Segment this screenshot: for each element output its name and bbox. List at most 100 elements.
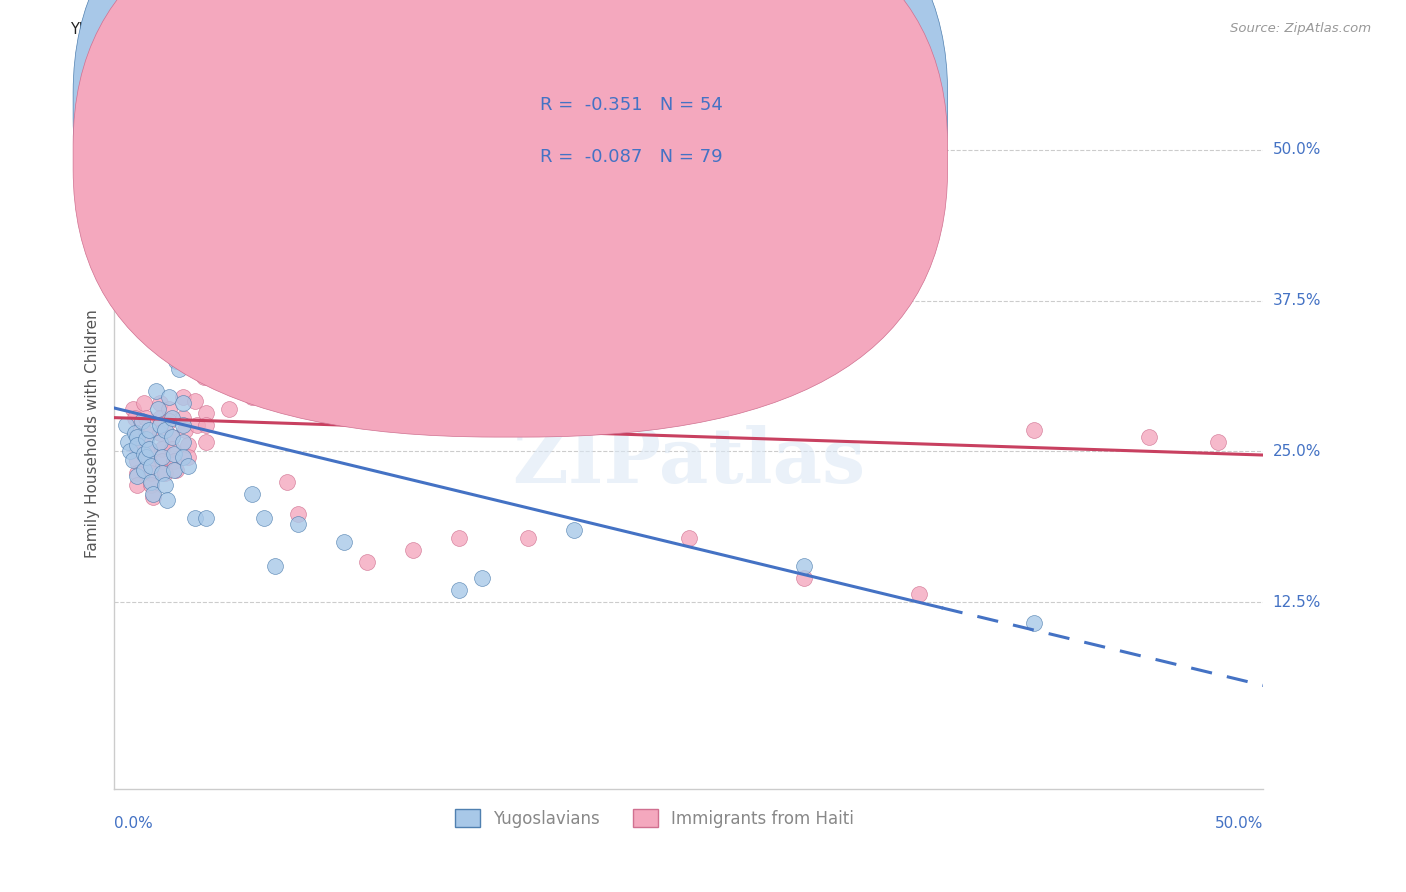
Point <box>402 543 425 558</box>
Point <box>240 486 263 500</box>
Point <box>149 396 172 410</box>
Point <box>172 417 194 432</box>
Point <box>195 510 218 524</box>
Point <box>132 462 155 476</box>
Point <box>516 531 538 545</box>
Point <box>172 410 194 425</box>
Text: R =  -0.087   N = 79: R = -0.087 N = 79 <box>540 148 723 166</box>
Point <box>333 535 356 549</box>
Point <box>138 442 160 456</box>
Point <box>186 276 208 290</box>
Text: YUGOSLAVIAN VS IMMIGRANTS FROM HAITI FAMILY HOUSEHOLDS WITH CHILDREN CORRELATION: YUGOSLAVIAN VS IMMIGRANTS FROM HAITI FAM… <box>70 22 832 37</box>
Point <box>139 475 162 489</box>
Point <box>170 318 193 332</box>
Point <box>149 434 172 449</box>
Point <box>190 324 212 338</box>
Point <box>121 453 143 467</box>
Legend: Yugoslavians, Immigrants from Haiti: Yugoslavians, Immigrants from Haiti <box>449 803 860 834</box>
Point <box>218 276 240 290</box>
Point <box>139 478 162 492</box>
Point <box>287 507 309 521</box>
Point <box>142 490 165 504</box>
Point <box>174 423 197 437</box>
Point <box>138 442 160 456</box>
Point <box>142 486 165 500</box>
Point <box>135 433 157 447</box>
Point <box>186 417 208 432</box>
Point <box>1022 615 1045 630</box>
Point <box>264 559 287 574</box>
Point <box>177 450 200 465</box>
Point <box>131 414 153 428</box>
Point <box>793 559 815 574</box>
Point <box>195 417 218 432</box>
Point <box>609 321 631 335</box>
Point <box>471 571 494 585</box>
Point <box>160 430 183 444</box>
Point <box>132 447 155 461</box>
Point <box>218 318 240 332</box>
Point <box>240 390 263 404</box>
Point <box>356 556 378 570</box>
Point <box>132 396 155 410</box>
Point <box>562 326 585 341</box>
Point <box>447 531 470 545</box>
Point <box>138 269 160 284</box>
Point <box>127 430 149 444</box>
Point <box>1206 434 1229 449</box>
Point <box>177 438 200 452</box>
Point <box>793 571 815 585</box>
Text: 25.0%: 25.0% <box>1272 444 1322 458</box>
Point <box>193 369 215 384</box>
Point <box>149 417 172 432</box>
Point <box>165 354 187 368</box>
Text: 0.0%: 0.0% <box>114 816 153 831</box>
Point <box>172 396 194 410</box>
Point <box>163 447 186 461</box>
Point <box>218 378 240 392</box>
Point <box>135 410 157 425</box>
Point <box>183 311 205 326</box>
Point <box>120 444 142 458</box>
Point <box>135 450 157 465</box>
Point <box>153 466 176 480</box>
Point <box>157 390 180 404</box>
Point <box>127 438 149 452</box>
Point <box>146 330 169 344</box>
Text: 50.0%: 50.0% <box>1272 143 1322 157</box>
Point <box>131 290 153 304</box>
Point <box>264 382 287 396</box>
Point <box>240 326 263 341</box>
Point <box>138 423 160 437</box>
Point <box>138 454 160 468</box>
Point <box>264 310 287 324</box>
Point <box>165 462 187 476</box>
Point <box>153 478 176 492</box>
Point <box>135 426 157 441</box>
Point <box>149 169 172 184</box>
Point <box>160 410 183 425</box>
Point <box>172 348 194 362</box>
Text: 50.0%: 50.0% <box>1215 816 1264 831</box>
Point <box>145 318 167 332</box>
Point <box>240 358 263 372</box>
Point <box>218 348 240 362</box>
Text: ZIPatlas: ZIPatlas <box>512 425 866 499</box>
Point <box>447 583 470 598</box>
Point <box>156 492 179 507</box>
Text: 12.5%: 12.5% <box>1272 595 1322 610</box>
Point <box>333 345 356 359</box>
Point <box>152 442 174 456</box>
Point <box>183 359 205 374</box>
Point <box>1022 423 1045 437</box>
Point <box>163 462 186 476</box>
Text: Source: ZipAtlas.com: Source: ZipAtlas.com <box>1230 22 1371 36</box>
Point <box>678 531 700 545</box>
Point <box>1137 430 1160 444</box>
Point <box>167 362 190 376</box>
Point <box>172 434 194 449</box>
Point <box>124 410 146 425</box>
Point <box>183 393 205 408</box>
Point <box>160 442 183 456</box>
Point <box>152 454 174 468</box>
